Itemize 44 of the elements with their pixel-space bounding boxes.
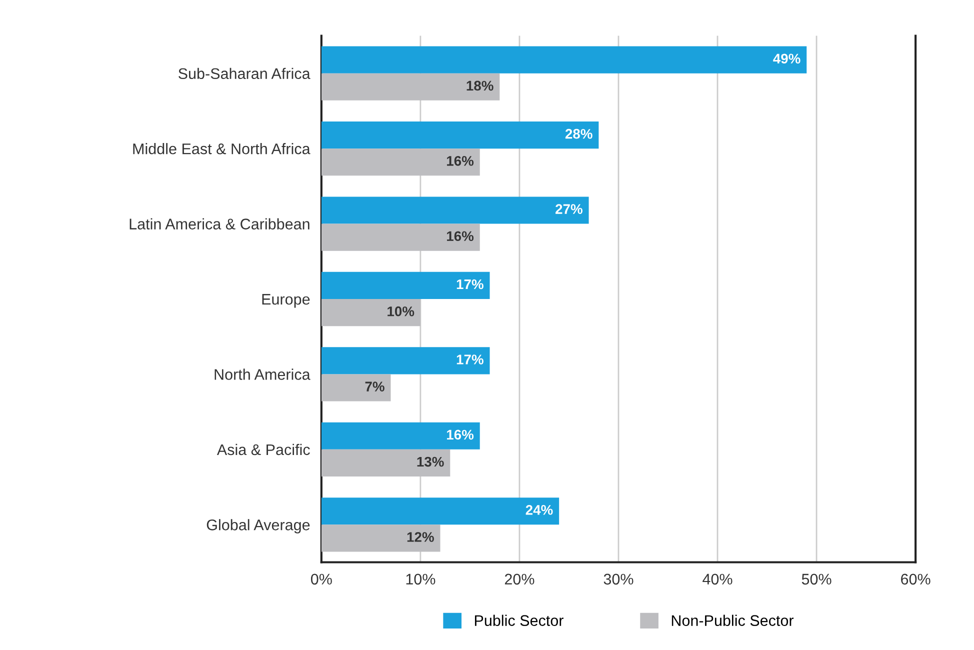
bar bbox=[321, 299, 420, 326]
data-label: 17% bbox=[456, 279, 484, 290]
bar bbox=[321, 524, 440, 552]
data-label: 12% bbox=[407, 532, 434, 542]
data-label: 16% bbox=[446, 430, 474, 440]
data-label: 13% bbox=[417, 456, 444, 467]
y-tick-label: Middle East & North Africa bbox=[133, 143, 310, 154]
data-label: 17% bbox=[456, 354, 484, 364]
bar bbox=[321, 196, 589, 224]
data-label: 49% bbox=[773, 54, 800, 64]
data-label: 28% bbox=[565, 128, 592, 139]
bar bbox=[321, 449, 450, 477]
x-tick-label: 60% bbox=[901, 574, 930, 585]
data-label: 10% bbox=[388, 306, 414, 316]
x-tick-label: 40% bbox=[702, 574, 732, 585]
y-tick-label: Latin America & Caribbean bbox=[130, 218, 310, 230]
data-label: 18% bbox=[466, 80, 494, 91]
x-tick-label: 30% bbox=[604, 574, 634, 585]
bar bbox=[321, 224, 480, 251]
bar bbox=[321, 422, 480, 450]
bar bbox=[321, 73, 500, 100]
bar bbox=[321, 272, 490, 299]
legend-label: Public Sector bbox=[474, 614, 564, 626]
x-tick-label: 0% bbox=[310, 574, 332, 585]
y-tick-label: Global Average bbox=[206, 519, 310, 534]
data-label: 16% bbox=[446, 231, 474, 242]
bar bbox=[321, 498, 560, 525]
y-tick-label: North America bbox=[214, 368, 310, 380]
x-tick-label: 20% bbox=[504, 574, 534, 585]
y-tick-label: Asia & Pacific bbox=[216, 444, 310, 456]
bar bbox=[321, 148, 480, 176]
y-tick-label: Europe bbox=[262, 294, 310, 308]
data-label: 24% bbox=[526, 504, 553, 515]
bar bbox=[321, 121, 599, 149]
y-tick-label: Sub-Saharan Africa bbox=[178, 68, 310, 80]
x-tick-label: 50% bbox=[802, 574, 832, 585]
data-label: 16% bbox=[446, 156, 474, 166]
bar bbox=[321, 46, 807, 74]
data-label: 7% bbox=[365, 382, 384, 392]
bar bbox=[321, 374, 391, 402]
legend-label: Non-Public Sector bbox=[672, 614, 794, 626]
bar bbox=[321, 347, 490, 374]
x-tick-label: 10% bbox=[406, 574, 436, 585]
data-label: 27% bbox=[556, 204, 582, 214]
